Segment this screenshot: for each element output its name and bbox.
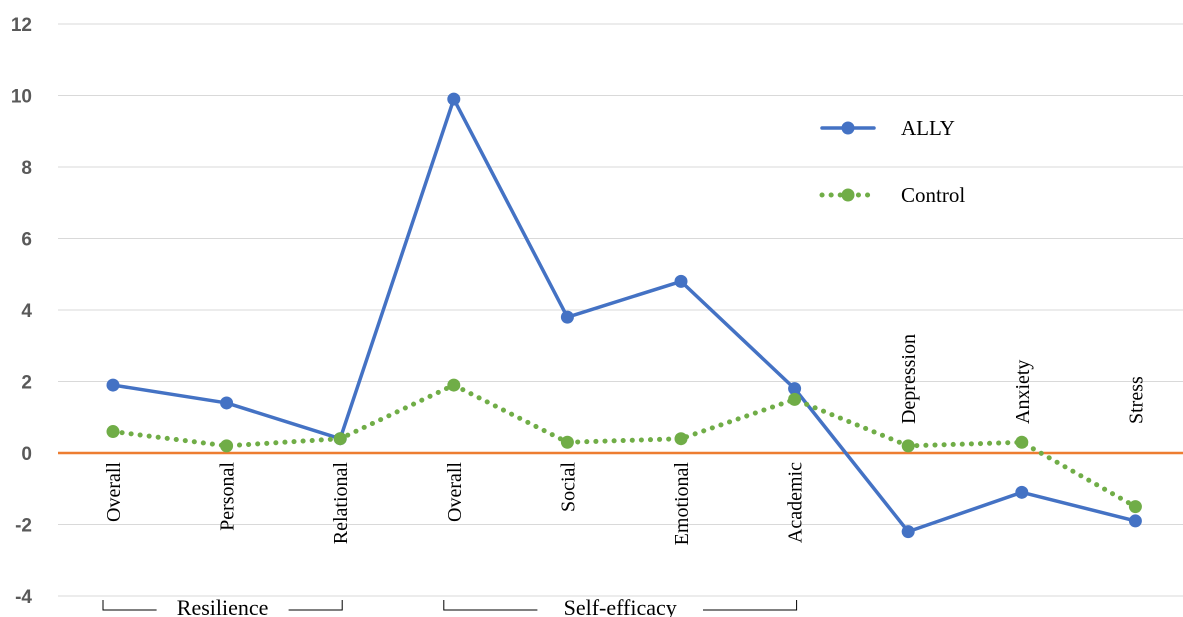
y-tick-label: 8 bbox=[21, 158, 32, 179]
group-label: Self-efficacy bbox=[564, 595, 677, 617]
x-tick-label: Emotional bbox=[671, 462, 693, 546]
group-bracket-right bbox=[703, 600, 798, 611]
gridlines bbox=[58, 23, 1183, 597]
x-tick-label: Social bbox=[557, 462, 579, 512]
x-tick-label: Stress bbox=[1125, 376, 1147, 424]
group-bracket-left bbox=[102, 600, 157, 611]
data-point-ally bbox=[106, 378, 120, 392]
data-point-ally bbox=[1128, 514, 1142, 528]
data-point-ally bbox=[1015, 485, 1029, 499]
data-point-control bbox=[674, 432, 688, 446]
x-tick-label: Academic bbox=[785, 462, 807, 543]
x-tick-label: Relational bbox=[330, 462, 352, 545]
y-tick-label: 12 bbox=[11, 15, 32, 36]
y-tick-label: 6 bbox=[21, 230, 32, 251]
group-bracket-right bbox=[288, 600, 343, 611]
series-line-control bbox=[110, 382, 1138, 510]
data-point-ally bbox=[788, 382, 802, 396]
y-tick-label: 10 bbox=[11, 87, 32, 108]
y-tick-label: 4 bbox=[21, 301, 32, 322]
data-point-ally bbox=[674, 274, 688, 288]
category-groups: Resilience Self-efficacy bbox=[102, 595, 798, 617]
data-point-ally bbox=[447, 92, 461, 106]
series-line-ally bbox=[111, 97, 1138, 534]
x-tick-label: Depression bbox=[898, 334, 920, 424]
data-point-control bbox=[788, 392, 802, 406]
legend: ALLY Control bbox=[819, 116, 965, 207]
data-point-control bbox=[901, 439, 915, 453]
legend-swatch-marker bbox=[841, 121, 855, 135]
data-point-control bbox=[220, 439, 234, 453]
group-label: Resilience bbox=[177, 595, 269, 617]
data-point-control bbox=[1128, 500, 1142, 514]
group-bracket-left bbox=[443, 600, 538, 611]
data-point-control bbox=[447, 378, 461, 392]
data-point-ally bbox=[901, 525, 915, 539]
x-tick-label: Overall bbox=[444, 462, 466, 522]
data-point-ally bbox=[220, 396, 234, 410]
y-tick-label: -4 bbox=[15, 587, 32, 608]
legend-label: ALLY bbox=[901, 116, 955, 140]
legend-label: Control bbox=[901, 183, 965, 207]
x-tick-label: Personal bbox=[217, 462, 239, 531]
legend-swatch-marker bbox=[841, 188, 855, 202]
x-tick-label: Anxiety bbox=[1012, 360, 1034, 424]
data-point-control bbox=[560, 435, 574, 449]
y-axis-ticks: -4 -2 0 2 4 6 8 10 12 bbox=[11, 15, 33, 608]
data-point-ally bbox=[560, 310, 574, 324]
y-tick-label: 0 bbox=[21, 444, 32, 465]
y-tick-label: 2 bbox=[21, 373, 32, 394]
series-layer bbox=[106, 92, 1142, 539]
x-axis-ticks: Overall Personal Relational Overall Social Em… bbox=[103, 334, 1147, 545]
data-point-control bbox=[333, 432, 347, 446]
x-tick-label: Overall bbox=[103, 462, 125, 522]
y-tick-label: -2 bbox=[15, 516, 32, 537]
data-point-control bbox=[106, 425, 120, 439]
data-point-control bbox=[1015, 435, 1029, 449]
